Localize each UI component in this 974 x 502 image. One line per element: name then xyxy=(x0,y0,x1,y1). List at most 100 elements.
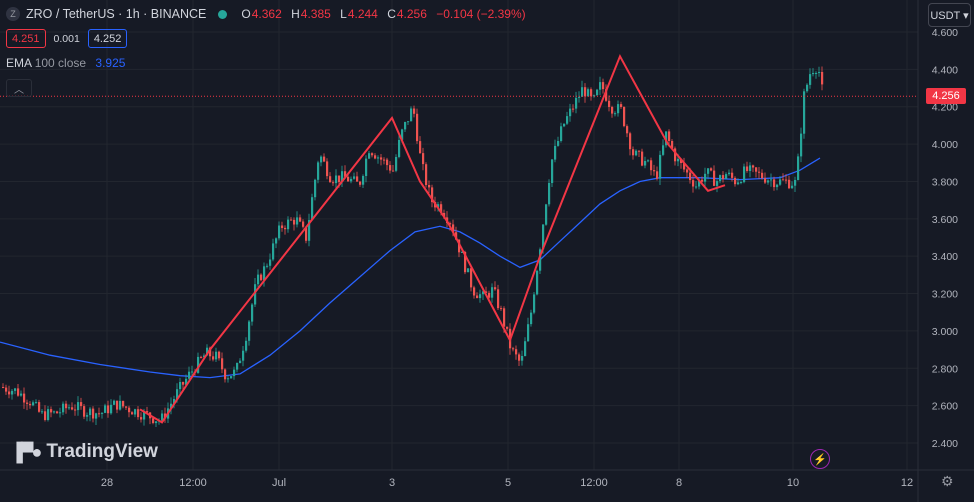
ema-params: 100 close xyxy=(34,56,87,70)
candle-body xyxy=(47,409,50,420)
candle-body xyxy=(365,158,368,176)
candle-body xyxy=(494,287,497,290)
candle-body xyxy=(134,409,137,415)
candle-body xyxy=(614,113,617,115)
y-tick-label: 4.200 xyxy=(932,102,958,114)
candle-body xyxy=(473,287,476,296)
collapse-legend-button[interactable]: ︿ xyxy=(6,79,32,97)
candle-body xyxy=(146,411,149,413)
candle-body xyxy=(629,133,632,150)
candle-body xyxy=(506,326,509,329)
candle-body xyxy=(41,411,44,413)
candle-body xyxy=(95,413,98,419)
candle-body xyxy=(203,355,206,358)
candle-body xyxy=(89,408,92,416)
candle-body xyxy=(71,407,74,410)
candle-body xyxy=(482,291,485,295)
candle-body xyxy=(758,171,761,173)
candle-body xyxy=(581,87,584,97)
candle-body xyxy=(686,169,689,173)
candle-body xyxy=(176,389,179,399)
candle-body xyxy=(53,411,56,413)
ema-layer xyxy=(0,157,821,379)
tv-logo-icon: ▐▀● xyxy=(10,441,42,462)
candle-body xyxy=(293,219,296,225)
candle-body xyxy=(485,291,488,293)
candle-body xyxy=(794,180,797,186)
buy-price-button[interactable]: 4.252 xyxy=(87,29,128,48)
candle-body xyxy=(683,163,686,170)
candle-body xyxy=(257,274,260,285)
candle-body xyxy=(182,382,185,385)
candle-body xyxy=(812,73,815,75)
candle-body xyxy=(557,141,560,146)
candle-body xyxy=(527,324,530,342)
currency-select[interactable]: USDT ▾ xyxy=(928,3,971,27)
candle-body xyxy=(35,402,38,404)
candle-body xyxy=(512,348,515,350)
candle-body xyxy=(239,360,242,364)
candle-body xyxy=(659,154,662,179)
candle-body xyxy=(449,223,452,225)
x-tick-label: 5 xyxy=(505,477,511,489)
x-tick-label: 12:00 xyxy=(580,477,608,489)
candle-body xyxy=(788,179,791,189)
candle-body xyxy=(536,270,539,295)
candle-body xyxy=(698,179,701,187)
candle-body xyxy=(236,363,239,370)
candle-body xyxy=(410,108,413,122)
candle-body xyxy=(563,123,566,127)
candle-body xyxy=(170,403,173,409)
candle-body xyxy=(314,179,317,198)
ema-line xyxy=(0,157,821,379)
candle-body xyxy=(572,108,575,110)
candle-body xyxy=(569,108,572,117)
sell-price-button[interactable]: 4.251 xyxy=(6,29,46,48)
x-tick-label: 12 xyxy=(901,477,913,489)
x-tick-label: Jul xyxy=(272,477,286,489)
candle-body xyxy=(20,393,23,396)
x-tick-label: 12:00 xyxy=(179,477,207,489)
candle-body xyxy=(464,252,467,273)
candle-body xyxy=(458,239,461,253)
candle-body xyxy=(332,182,335,184)
symbol-title[interactable]: ZRO / TetherUS · 1h · BINANCE xyxy=(26,7,207,21)
ema-value: 3.925 xyxy=(95,56,126,70)
y-tick-label: 3.200 xyxy=(932,289,958,301)
gear-icon[interactable]: ⚙ xyxy=(941,473,954,489)
candle-body xyxy=(407,121,410,123)
candle-body xyxy=(476,295,479,299)
candle-body xyxy=(230,376,233,379)
candle-body xyxy=(383,159,386,161)
x-tick-label: 8 xyxy=(676,477,682,489)
candle-body xyxy=(32,402,35,406)
low-value: 4.244 xyxy=(347,7,378,21)
candle-body xyxy=(380,157,383,160)
candle-body xyxy=(821,72,824,85)
candle-body xyxy=(413,108,416,114)
candle-body xyxy=(254,284,257,305)
candle-body xyxy=(362,176,365,185)
candle-body xyxy=(2,387,5,388)
candle-body xyxy=(344,171,347,177)
candle-body xyxy=(461,252,464,253)
candle-body xyxy=(122,400,125,407)
candle-body xyxy=(770,179,773,181)
candle-body xyxy=(26,402,29,404)
candle-body xyxy=(551,159,554,183)
candle-body xyxy=(785,179,788,181)
chart-header[interactable]: Z ZRO / TetherUS · 1h · BINANCE O4.362 H… xyxy=(6,5,532,23)
x-tick-label: 28 xyxy=(101,477,113,489)
candle-body xyxy=(620,104,623,107)
ema-legend[interactable]: EMA 100 close 3.925 xyxy=(6,56,125,70)
candle-body xyxy=(764,178,767,183)
candle-body xyxy=(767,180,770,183)
lightning-icon[interactable]: ⚡ xyxy=(810,449,830,469)
tradingview-logo[interactable]: ▐▀● TradingView xyxy=(10,441,158,463)
candle-body xyxy=(818,72,821,73)
candle-body xyxy=(113,400,116,405)
candle-body xyxy=(11,390,14,395)
candle-body xyxy=(731,172,734,178)
